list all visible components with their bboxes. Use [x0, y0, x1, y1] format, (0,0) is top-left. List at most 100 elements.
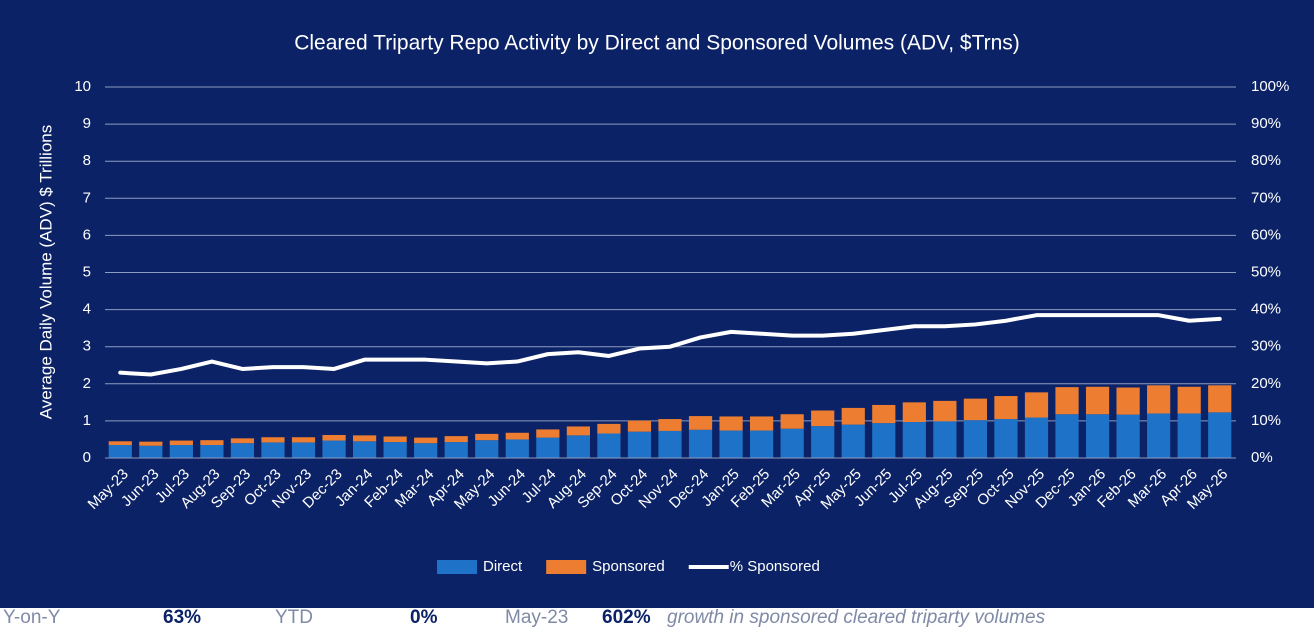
footer-label: May-23 — [505, 607, 568, 628]
bar-segment — [750, 416, 774, 431]
bar-segment — [627, 420, 652, 432]
y2-tick-label: 60% — [1251, 226, 1281, 243]
bar-segment — [963, 398, 988, 421]
bar-segment — [200, 445, 224, 458]
bar-segment — [872, 404, 896, 424]
bar-segment — [536, 429, 560, 438]
bar-segment — [414, 437, 438, 444]
bar-segment — [536, 437, 560, 458]
chart-title: Cleared Triparty Repo Activity by Direct… — [294, 32, 1020, 55]
bar-segment — [383, 442, 407, 458]
bar-segment — [841, 407, 865, 425]
bar-segment — [505, 432, 529, 440]
bar-segment — [1147, 413, 1171, 458]
bar-segment — [291, 437, 316, 443]
y-tick-label: 9 — [83, 115, 91, 132]
y2-tick-label: 90% — [1251, 115, 1281, 132]
footer-value: 0% — [410, 607, 438, 628]
bar-segment — [322, 434, 346, 441]
bar-segment — [597, 423, 621, 434]
bar-segment — [139, 445, 163, 458]
y2-tick-label: 30% — [1251, 338, 1281, 355]
bar-segment — [1024, 417, 1049, 458]
bar-segment — [780, 428, 804, 458]
bar-segment — [352, 441, 377, 458]
bar-segment — [261, 437, 285, 443]
bar-segment — [963, 420, 988, 458]
bar-segment — [444, 436, 468, 443]
y2-tick-label: 0% — [1251, 449, 1273, 466]
bar-segment — [1147, 385, 1171, 414]
bar-segment — [872, 423, 896, 458]
bar-segment — [688, 429, 713, 458]
footer-value: 602% — [602, 607, 651, 628]
bar-segment — [1208, 412, 1232, 458]
y2-tick-label: 10% — [1251, 412, 1281, 429]
bar-segment — [688, 416, 713, 430]
bar-segment — [1055, 387, 1079, 415]
bar-segment — [719, 430, 743, 458]
legend-swatch — [437, 560, 477, 574]
bar-segment — [1116, 387, 1140, 415]
bar-segment — [322, 440, 346, 458]
bar-segment — [750, 430, 774, 458]
bar-segment — [1055, 414, 1079, 458]
bar-segment — [566, 426, 590, 436]
y2-tick-label: 20% — [1251, 375, 1281, 392]
y2-tick-label: 80% — [1251, 152, 1281, 169]
bar-segment — [597, 433, 621, 458]
bar-segment — [902, 402, 926, 423]
bar-segment — [108, 445, 132, 458]
bar-segment — [627, 431, 652, 458]
bar-segment — [475, 440, 499, 458]
y-tick-label: 5 — [83, 263, 91, 280]
bar-segment — [1208, 385, 1232, 413]
footer-value: 63% — [163, 607, 201, 628]
bar-segment — [169, 445, 193, 458]
footer-note: growth in sponsored cleared triparty vol… — [667, 607, 1046, 628]
line-series — [118, 313, 1222, 377]
bar-segment — [811, 426, 835, 458]
y-tick-label: 4 — [83, 301, 91, 318]
bar-segment — [902, 422, 926, 458]
bar-segment — [139, 441, 163, 446]
bar-segment — [1116, 414, 1140, 458]
footer-label: YTD — [275, 607, 313, 628]
bar-segment — [658, 419, 682, 431]
bar-segment — [1177, 413, 1201, 458]
y-tick-label: 2 — [83, 375, 91, 392]
legend-label: % Sponsored — [730, 558, 820, 575]
bar-segment — [383, 436, 407, 443]
bar-segment — [994, 419, 1018, 458]
y-tick-label: 1 — [83, 412, 91, 429]
chart-background — [0, 0, 1314, 608]
bar-segment — [719, 416, 743, 431]
bar-segment — [933, 421, 957, 458]
footer-label: Y-on-Y — [3, 607, 61, 628]
legend-label: Direct — [483, 558, 523, 575]
y-tick-label: 6 — [83, 226, 91, 243]
bar-segment — [444, 442, 468, 458]
legend-swatch — [546, 560, 587, 574]
bar-segment — [780, 414, 804, 429]
y-tick-label: 10 — [74, 78, 91, 95]
bar-segment — [1085, 414, 1110, 458]
y2-tick-label: 40% — [1251, 301, 1281, 318]
bar-segment — [1085, 386, 1110, 415]
bar-segment — [841, 424, 865, 458]
bar-segment — [230, 443, 255, 458]
y2-tick-label: 70% — [1251, 189, 1281, 206]
y-tick-label: 0 — [83, 449, 91, 466]
bar-segment — [169, 440, 193, 446]
bar-segment — [1177, 386, 1201, 414]
y2-tick-label: 50% — [1251, 263, 1281, 280]
bar-segment — [414, 443, 438, 458]
bar-segment — [811, 410, 835, 427]
bar-segment — [566, 435, 590, 458]
bar-segment — [658, 430, 682, 458]
legend-label: Sponsored — [592, 558, 665, 575]
y-tick-label: 7 — [83, 189, 91, 206]
y2-tick-label: 100% — [1251, 78, 1289, 95]
bar-segment — [1024, 392, 1049, 418]
